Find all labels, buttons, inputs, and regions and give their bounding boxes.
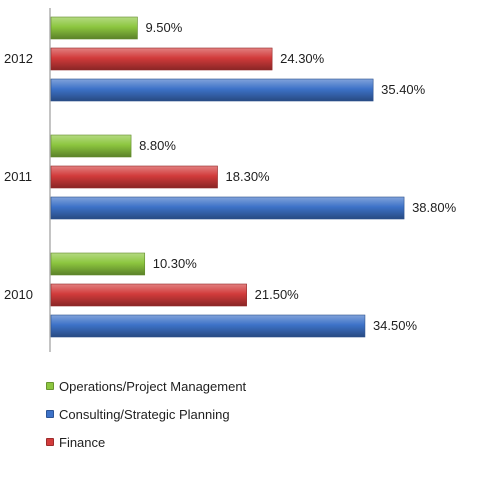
data-label-2010-finance: 21.50%	[255, 287, 300, 302]
legend-item-operations-project-management: Operations/Project Management	[46, 372, 246, 400]
bar-2012-consulting-strategic-planning	[50, 78, 374, 102]
y-tick-label-2012: 2012	[4, 51, 33, 66]
bar-2011-operations-project-management	[50, 134, 132, 158]
bar-2012-operations-project-management	[50, 16, 138, 40]
data-label-2011-operations-project-management: 8.80%	[139, 138, 176, 153]
bar-2011-consulting-strategic-planning	[50, 196, 405, 220]
bar-2010-finance	[50, 283, 247, 307]
bar-2010-operations-project-management	[50, 252, 146, 276]
legend-item-consulting-strategic-planning: Consulting/Strategic Planning	[46, 400, 246, 428]
y-tick-label-2011: 2011	[4, 169, 32, 184]
legend-swatch-finance	[46, 438, 54, 446]
data-label-2011-finance: 18.30%	[226, 169, 271, 184]
data-label-2012-finance: 24.30%	[280, 51, 325, 66]
legend-label: Consulting/Strategic Planning	[59, 406, 230, 422]
legend-label: Operations/Project Management	[59, 378, 247, 394]
bar-2012-finance	[50, 47, 273, 71]
data-label-2010-operations-project-management: 10.30%	[153, 256, 198, 271]
data-label-2012-consulting-strategic-planning: 35.40%	[381, 82, 426, 97]
legend-label: Finance	[59, 434, 106, 450]
bar-2010-consulting-strategic-planning	[50, 314, 366, 338]
legend-swatch-consulting-strategic-planning	[46, 410, 54, 418]
legend: Operations/Project Management Consulting/…	[46, 372, 246, 456]
data-label-2010-consulting-strategic-planning: 34.50%	[373, 318, 418, 333]
bar-2011-finance	[50, 165, 218, 189]
data-label-2011-consulting-strategic-planning: 38.80%	[412, 200, 457, 215]
legend-swatch-operations-project-management	[46, 382, 54, 390]
y-tick-label-2010: 2010	[4, 287, 33, 302]
data-label-2012-operations-project-management: 9.50%	[145, 20, 182, 35]
legend-item-finance: Finance	[46, 428, 246, 456]
